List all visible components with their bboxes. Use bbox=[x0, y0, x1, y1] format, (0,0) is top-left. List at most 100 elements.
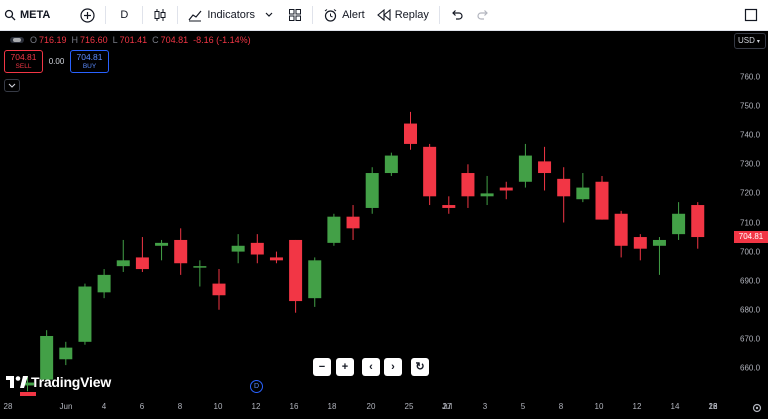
chart-type-button[interactable] bbox=[147, 0, 173, 30]
candle-up bbox=[576, 187, 590, 200]
plus-circle-icon bbox=[80, 7, 95, 23]
time-tick-label: 12 bbox=[632, 402, 642, 411]
time-tick-label: 5 bbox=[520, 402, 526, 411]
scroll-left-button[interactable]: ‹ bbox=[362, 358, 380, 376]
chevron-down-icon bbox=[8, 83, 16, 88]
indicators-icon bbox=[188, 10, 202, 22]
time-tick-label: 3 bbox=[482, 402, 488, 411]
time-tick-label: 18 bbox=[327, 402, 337, 411]
scroll-right-button[interactable]: › bbox=[384, 358, 402, 376]
candle-up bbox=[21, 382, 34, 386]
candle-down bbox=[346, 216, 360, 229]
high-label: H bbox=[71, 35, 79, 45]
time-tick-label: 10 bbox=[594, 402, 604, 411]
symbol-name: META bbox=[20, 9, 51, 21]
buy-button[interactable]: 704.81 BUY bbox=[70, 50, 109, 73]
candle-down bbox=[557, 178, 571, 197]
zoom-in-icon: + bbox=[341, 361, 349, 373]
last-price-tag: 704.81 bbox=[734, 231, 768, 244]
undo-button[interactable] bbox=[444, 0, 470, 30]
redo-button[interactable] bbox=[470, 0, 496, 30]
candle-up bbox=[59, 347, 73, 360]
zoom-out-icon: − bbox=[318, 361, 326, 373]
currency-label: USD bbox=[738, 36, 755, 45]
time-tick-label: Jul bbox=[441, 402, 453, 411]
buy-label: BUY bbox=[82, 63, 97, 70]
compare-button[interactable] bbox=[74, 0, 101, 30]
price-tick-label: 760.0 bbox=[740, 72, 761, 82]
alert-label: Alert bbox=[342, 9, 365, 21]
price-tick-label: 680.0 bbox=[740, 305, 761, 315]
time-tick-label: 18 bbox=[708, 402, 718, 411]
candle-down bbox=[174, 239, 188, 264]
redo-icon bbox=[477, 10, 488, 20]
time-axis[interactable]: 28 Jun 4 6 8 10 12 16 18 20 25 27 Jul 3 5 8 10 12 14 16 18 22 bbox=[0, 402, 733, 414]
indicators-label: Indicators bbox=[207, 9, 256, 21]
time-tick-label: 28 bbox=[3, 402, 13, 411]
time-tick-label: 25 bbox=[404, 402, 414, 411]
candles-icon bbox=[154, 9, 166, 21]
time-tick-label: Jun bbox=[59, 402, 73, 411]
candle-down bbox=[614, 213, 628, 246]
time-tick-label: 16 bbox=[289, 402, 299, 411]
open-label: O bbox=[30, 35, 38, 45]
first-candle-marker bbox=[20, 392, 36, 396]
candle-up bbox=[78, 286, 92, 342]
fullscreen-button[interactable] bbox=[738, 0, 764, 30]
gear-icon bbox=[752, 403, 762, 413]
time-tick-label: 20 bbox=[366, 402, 376, 411]
time-tick-label: 4 bbox=[101, 402, 107, 411]
price-tick-label: 730.0 bbox=[740, 159, 761, 169]
undo-icon bbox=[452, 10, 463, 20]
replay-button[interactable]: Replay bbox=[371, 0, 435, 30]
reset-chart-button[interactable]: ↻ bbox=[411, 358, 429, 376]
tradingview-logo[interactable]: TradingView bbox=[6, 374, 111, 390]
candle-down bbox=[404, 123, 417, 144]
candle-down bbox=[423, 146, 437, 197]
alert-button[interactable]: Alert bbox=[317, 0, 371, 30]
time-tick-label: 12 bbox=[251, 402, 261, 411]
price-chart[interactable] bbox=[0, 30, 733, 402]
reset-icon: ↻ bbox=[415, 361, 425, 373]
candle-down bbox=[633, 237, 647, 249]
toolbar-divider bbox=[105, 6, 107, 24]
candle-down bbox=[212, 283, 226, 296]
collapse-legend-button[interactable] bbox=[4, 79, 20, 92]
close-value: 704.81 bbox=[160, 35, 189, 45]
candle-down bbox=[538, 161, 552, 174]
price-tick-label: 710.0 bbox=[740, 218, 761, 227]
zoom-out-button[interactable]: − bbox=[313, 358, 331, 376]
chart-settings-button[interactable] bbox=[751, 401, 763, 413]
price-axis[interactable]: 660.0 670.0 680.0 690.0 700.0 710.0 720.0 730.0… bbox=[733, 30, 768, 402]
price-tick-label: 750.0 bbox=[740, 101, 761, 111]
visibility-eye-icon[interactable] bbox=[10, 37, 24, 43]
sell-button[interactable]: 704.81 SELL bbox=[4, 50, 43, 73]
zoom-in-button[interactable]: + bbox=[336, 358, 354, 376]
low-label: L bbox=[112, 35, 118, 45]
candle-up bbox=[327, 216, 341, 243]
candle-down bbox=[691, 205, 705, 238]
layouts-button[interactable] bbox=[282, 0, 308, 30]
alarm-clock-icon bbox=[324, 8, 337, 22]
layout-grid-icon bbox=[289, 9, 302, 21]
scroll-left-icon: ‹ bbox=[369, 361, 373, 373]
ohlc-legend: O 716.19 H 716.60 L 701.41 C 704.81 -8.16 (-… bbox=[10, 35, 251, 45]
replay-icon bbox=[376, 9, 391, 21]
currency-selector[interactable]: USD ▾ bbox=[734, 33, 766, 49]
candle-up bbox=[231, 245, 245, 252]
candle-up bbox=[365, 173, 379, 208]
dividend-marker[interactable]: D bbox=[250, 380, 263, 393]
time-tick-label: 16 bbox=[708, 402, 718, 411]
time-tick-label: 8 bbox=[177, 402, 183, 411]
indicators-button[interactable]: Indicators bbox=[182, 0, 280, 30]
candle-down bbox=[499, 187, 513, 191]
price-tick-label: 740.0 bbox=[740, 130, 761, 140]
price-tick-label: 690.0 bbox=[740, 276, 761, 286]
symbol-search[interactable]: META bbox=[0, 0, 56, 30]
interval-button[interactable]: D bbox=[110, 0, 138, 30]
time-tick-label: 6 bbox=[139, 402, 145, 411]
price-tick-label: 660.0 bbox=[740, 363, 761, 373]
candle-down bbox=[442, 205, 456, 208]
time-tick-label: 27 bbox=[442, 402, 452, 411]
candle-up bbox=[193, 266, 207, 268]
